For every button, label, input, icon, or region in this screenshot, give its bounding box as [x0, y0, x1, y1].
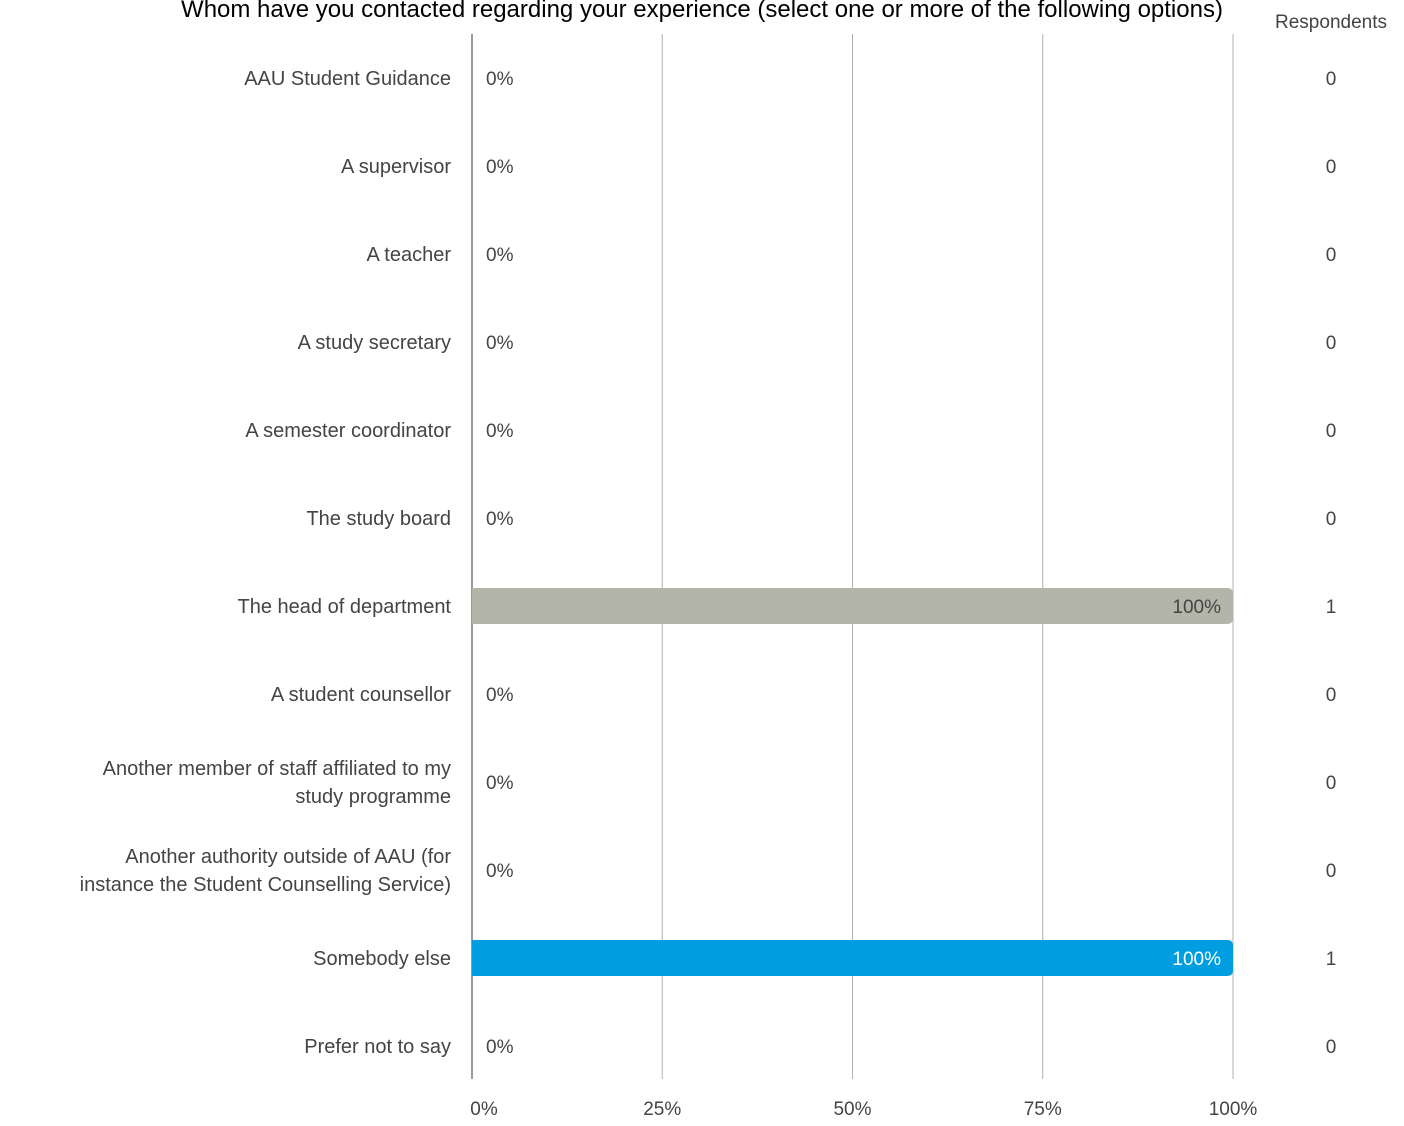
bar-value-label: 0%	[486, 685, 514, 706]
category-label: Somebody else	[313, 948, 451, 970]
category-label: Another authority outside of AAU (for	[125, 846, 451, 868]
respondent-count: 0	[1326, 773, 1337, 794]
x-tick-label: 0%	[470, 1099, 498, 1120]
respondent-count: 0	[1326, 509, 1337, 530]
bar-value-label: 0%	[486, 69, 514, 90]
respondent-count: 0	[1326, 861, 1337, 882]
x-axis-ticks: 0% 25% 50% 75% 100%	[470, 1099, 1257, 1120]
chart-title: Whom have you contacted regarding your e…	[181, 0, 1223, 23]
respondent-count: 0	[1326, 685, 1337, 706]
bar-value-label: 0%	[486, 421, 514, 442]
bar-value-label: 100%	[1172, 597, 1221, 618]
bar	[472, 940, 1233, 976]
respondent-count: 0	[1326, 157, 1337, 178]
category-label: study programme	[295, 786, 451, 808]
bar-value-label: 0%	[486, 1037, 514, 1058]
category-label: The study board	[306, 508, 451, 530]
respondent-count: 1	[1326, 597, 1337, 618]
category-label: Another member of staff affiliated to my	[103, 758, 451, 780]
bar-value-label: 0%	[486, 333, 514, 354]
category-label: A teacher	[366, 244, 451, 266]
category-label: The head of department	[238, 596, 452, 618]
respondent-count: 0	[1326, 421, 1337, 442]
category-label: AAU Student Guidance	[244, 68, 451, 90]
category-label: A study secretary	[298, 332, 451, 354]
category-labels: AAU Student Guidance A supervisor A teache…	[80, 68, 452, 1058]
x-tick-label: 25%	[643, 1099, 681, 1120]
x-tick-label: 100%	[1209, 1099, 1258, 1120]
respondent-count: 0	[1326, 69, 1337, 90]
category-label: instance the Student Counselling Service…	[80, 874, 451, 896]
bar-value-label: 100%	[1172, 949, 1221, 970]
bar-value-label: 0%	[486, 773, 514, 794]
respondent-count: 0	[1326, 1037, 1337, 1058]
bars: 0% 0% 0% 0% 0% 0% 100% 0% 0% 0% 100% 0%	[472, 69, 1233, 1058]
gridlines	[471, 34, 1234, 1079]
x-tick-label: 50%	[833, 1099, 871, 1120]
respondent-counts: 0 0 0 0 0 0 1 0 0 0 1 0	[1326, 69, 1337, 1058]
respondent-count: 0	[1326, 333, 1337, 354]
bar-value-label: 0%	[486, 509, 514, 530]
bar-value-label: 0%	[486, 245, 514, 266]
x-tick-label: 75%	[1024, 1099, 1062, 1120]
category-label: A student counsellor	[271, 684, 451, 706]
bar-value-label: 0%	[486, 861, 514, 882]
bar-value-label: 0%	[486, 157, 514, 178]
bar	[472, 588, 1233, 624]
category-label: A supervisor	[341, 156, 451, 178]
respondents-header: Respondents	[1275, 12, 1387, 33]
respondent-count: 0	[1326, 245, 1337, 266]
respondent-count: 1	[1326, 949, 1337, 970]
category-label: Prefer not to say	[304, 1036, 451, 1058]
category-label: A semester coordinator	[245, 420, 451, 442]
